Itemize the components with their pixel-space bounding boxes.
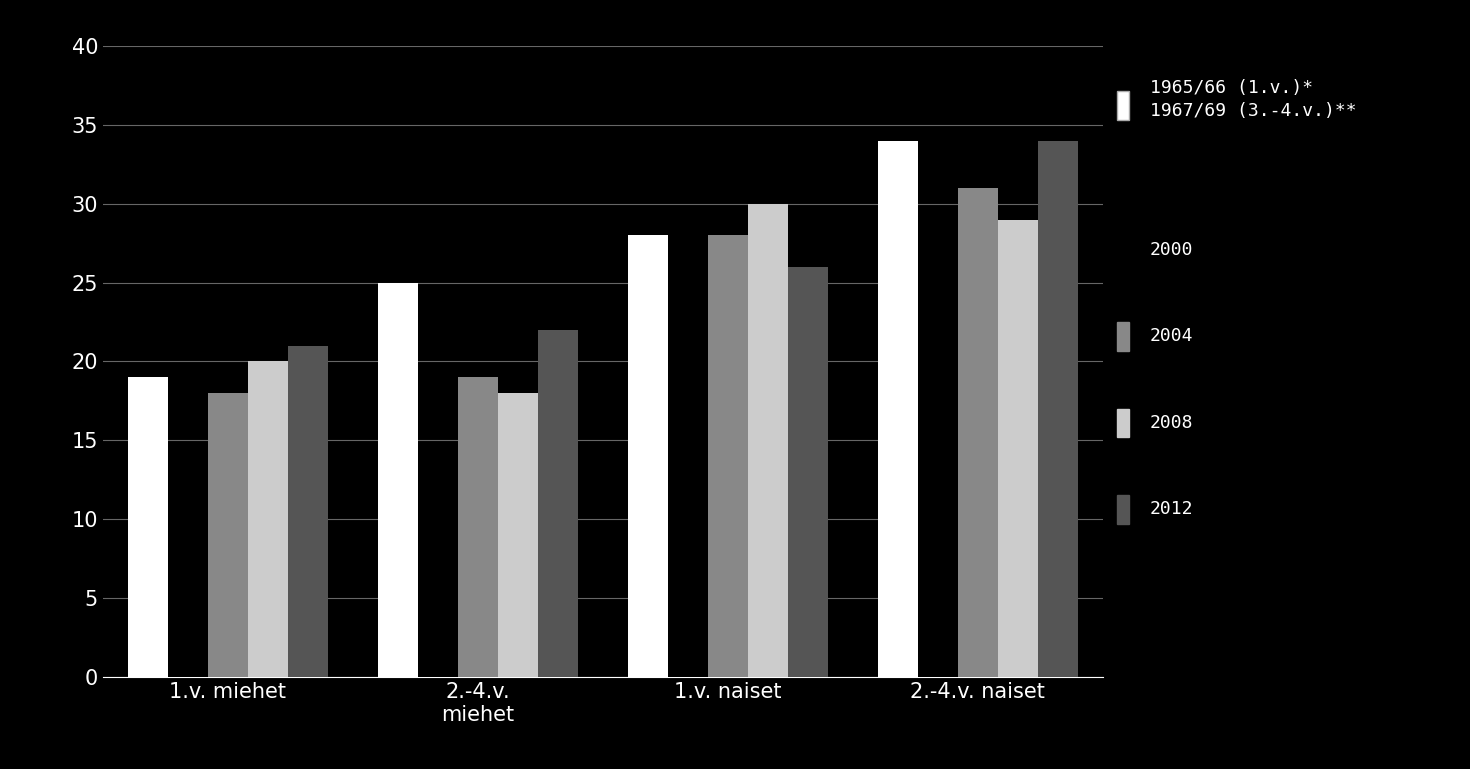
Text: 1965/66 (1.v.)*: 1965/66 (1.v.)* — [1150, 79, 1313, 97]
Bar — [748, 204, 788, 677]
Bar — [457, 377, 498, 677]
Bar — [498, 393, 538, 677]
Bar — [788, 267, 828, 677]
Bar — [288, 345, 328, 677]
Bar — [538, 330, 578, 677]
Text: 1967/69 (3.-4.v.)**: 1967/69 (3.-4.v.)** — [1150, 102, 1357, 120]
FancyBboxPatch shape — [1117, 235, 1129, 265]
Text: 2012: 2012 — [1150, 501, 1194, 518]
Bar — [248, 361, 288, 677]
Bar — [707, 235, 748, 677]
Bar — [378, 282, 417, 677]
FancyBboxPatch shape — [1117, 408, 1129, 438]
Bar — [168, 471, 207, 677]
Text: 2000: 2000 — [1150, 241, 1194, 259]
Bar — [878, 141, 917, 677]
Bar — [417, 456, 457, 677]
Bar — [667, 267, 707, 677]
Bar — [628, 235, 667, 677]
Text: 2008: 2008 — [1150, 414, 1194, 432]
Bar — [998, 220, 1038, 677]
Bar — [128, 377, 168, 677]
Text: 2004: 2004 — [1150, 328, 1194, 345]
FancyBboxPatch shape — [1117, 495, 1129, 524]
Bar — [207, 393, 248, 677]
FancyBboxPatch shape — [1117, 322, 1129, 351]
Bar — [1038, 141, 1078, 677]
FancyBboxPatch shape — [1117, 92, 1129, 120]
Bar — [957, 188, 998, 677]
Bar — [917, 235, 957, 677]
